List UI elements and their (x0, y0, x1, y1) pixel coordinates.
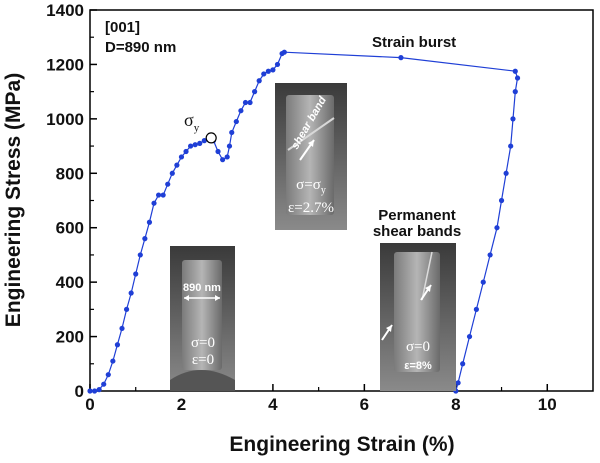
y-tick-label: 1000 (46, 110, 84, 129)
data-point (133, 271, 139, 277)
data-point (215, 148, 221, 155)
data-point (192, 142, 198, 148)
y-tick-label: 800 (56, 164, 84, 183)
axes: 0 2 4 6 8 10 0 200 400 600 800 1000 1200 1400 (46, 1, 557, 414)
yield-label: σy (184, 110, 200, 134)
x-tick-label: 2 (177, 395, 186, 414)
inset3-line2: ε=8% (404, 360, 432, 372)
data-point (155, 192, 162, 198)
data-point (119, 325, 125, 332)
data-point (87, 388, 93, 394)
data-point (460, 361, 466, 367)
y-tick-label: 200 (56, 328, 84, 347)
series-line (90, 51, 519, 392)
data-point (128, 290, 134, 296)
data-point (123, 306, 130, 312)
data-point (146, 219, 153, 225)
data-point (169, 170, 175, 176)
data-point (256, 78, 262, 84)
inset1-dim-label: 890 nm (183, 282, 221, 294)
data-point (514, 75, 521, 81)
data-point (101, 381, 107, 387)
data-point (233, 118, 239, 125)
yield-point-marker (205, 132, 217, 144)
data-point (487, 252, 493, 258)
data-point (105, 372, 111, 378)
inset2-line2: ε=2.7% (288, 200, 334, 216)
data-point (473, 306, 479, 312)
data-point (274, 61, 281, 68)
data-point (165, 181, 171, 187)
data-point (270, 67, 276, 73)
data-point (508, 143, 514, 149)
data-point (91, 388, 98, 394)
sem-inset-undeformed: 890 nm σ=0 ε=0 (170, 246, 235, 391)
data-point (229, 129, 235, 136)
y-tick-label: 1400 (46, 1, 84, 20)
data-point (510, 116, 516, 122)
inset1-line2: ε=0 (192, 352, 214, 368)
data-point (398, 55, 404, 61)
data-point (110, 358, 116, 364)
data-point (480, 279, 486, 285)
data-point (114, 342, 121, 348)
data-point (281, 49, 287, 55)
data-point (160, 192, 166, 198)
data-point (512, 68, 518, 74)
data-point (261, 71, 267, 77)
data-point (242, 99, 249, 106)
y-tick-label: 600 (56, 219, 84, 238)
data-layer (87, 49, 521, 394)
strain-burst-label: Strain burst (372, 34, 456, 51)
data-point (512, 89, 518, 95)
data-point (178, 154, 185, 160)
data-point (137, 252, 143, 258)
y-axis-title: Engineering Stress (MPa) (2, 73, 25, 327)
data-point (265, 68, 271, 74)
y-tick-label: 0 (75, 382, 84, 401)
sample-orientation: [001] (105, 19, 140, 36)
sem-inset-permanent: σ=0 ε=8% (380, 243, 456, 391)
data-point (226, 143, 233, 149)
data-point (142, 236, 148, 242)
data-point (220, 157, 226, 163)
inset1-line1: σ=0 (191, 335, 215, 351)
data-point (455, 380, 461, 386)
data-point (498, 197, 505, 204)
y-tick-label: 1200 (46, 55, 84, 74)
data-point (197, 140, 203, 146)
data-point (466, 333, 473, 340)
data-point (201, 138, 207, 144)
data-point (151, 200, 157, 206)
sample-diameter: D=890 nm (105, 39, 176, 56)
data-point (96, 387, 102, 393)
data-point (494, 225, 500, 231)
x-tick-label: 4 (268, 395, 278, 414)
data-point (174, 162, 180, 168)
permanent-label-2: shear bands (373, 223, 461, 240)
data-point (247, 99, 253, 106)
x-tick-label: 8 (451, 395, 460, 414)
data-point (252, 89, 258, 95)
inset2-line1: σ=σy (296, 177, 326, 196)
x-tick-label: 10 (538, 395, 557, 414)
y-tick-label: 400 (56, 273, 84, 292)
data-point (238, 108, 244, 114)
sem-inset-yield: shear band σ=σy ε=2.7% (275, 83, 347, 230)
data-point (224, 154, 230, 160)
x-axis-title: Engineering Strain (%) (229, 433, 454, 456)
x-tick-label: 0 (85, 395, 94, 414)
data-point (183, 148, 189, 155)
data-point (188, 143, 194, 149)
x-tick-label: 6 (360, 395, 369, 414)
inset3-line1: σ=0 (406, 339, 430, 355)
permanent-label-1: Permanent (378, 207, 456, 224)
data-point (503, 170, 509, 176)
